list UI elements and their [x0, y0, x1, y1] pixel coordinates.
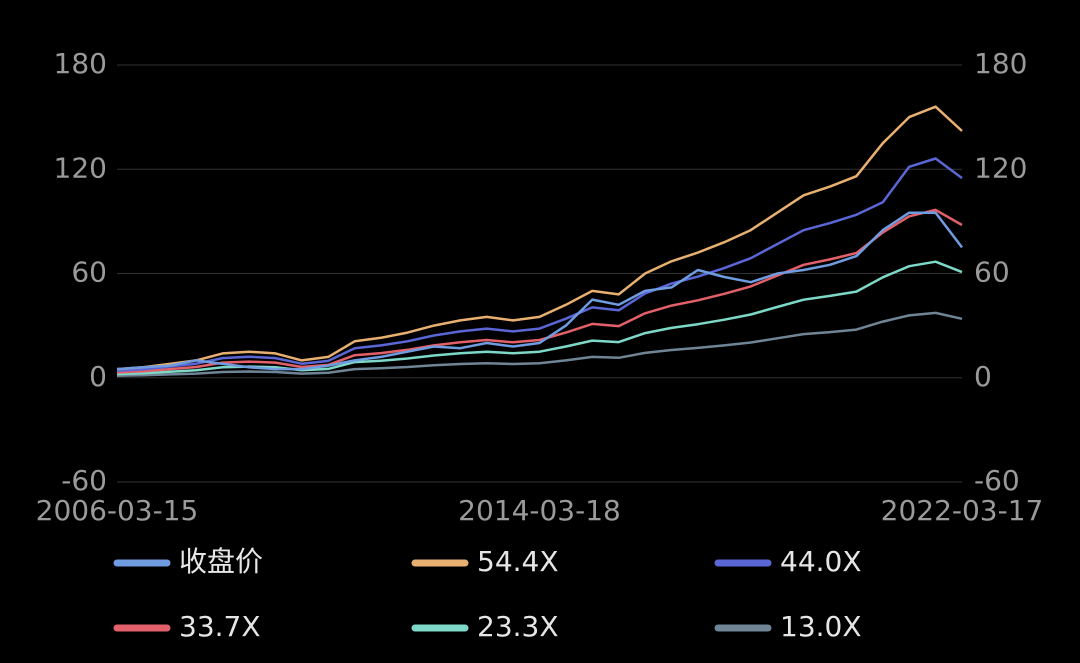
- y2-tick-label: 120: [974, 151, 1027, 184]
- legend-label: 54.4X: [477, 545, 559, 578]
- y-tick-label: -60: [61, 464, 107, 497]
- series-line: [116, 157, 963, 373]
- y2-tick-label: 60: [974, 256, 1010, 289]
- y-tick-label: 60: [71, 256, 107, 289]
- legend-label: 收盘价: [179, 545, 263, 578]
- legend-label: 13.0X: [780, 610, 862, 643]
- series-line: [116, 208, 963, 374]
- y2-tick-label: -60: [974, 464, 1020, 497]
- series-line: [116, 211, 963, 371]
- x-tick-label: 2014-03-18: [458, 494, 621, 527]
- legend-label: 33.7X: [179, 610, 261, 643]
- x-tick-label: 2006-03-15: [36, 494, 199, 527]
- y2-tick-label: 0: [974, 360, 992, 393]
- y-tick-label: 120: [54, 151, 107, 184]
- legend-label: 23.3X: [477, 610, 559, 643]
- legend-label: 44.0X: [780, 545, 862, 578]
- x-tick-label: 2022-03-17: [881, 494, 1044, 527]
- y2-tick-label: 180: [974, 47, 1027, 80]
- y-tick-label: 0: [89, 360, 107, 393]
- y-tick-label: 180: [54, 47, 107, 80]
- series-line: [116, 105, 963, 371]
- series-line: [116, 311, 963, 377]
